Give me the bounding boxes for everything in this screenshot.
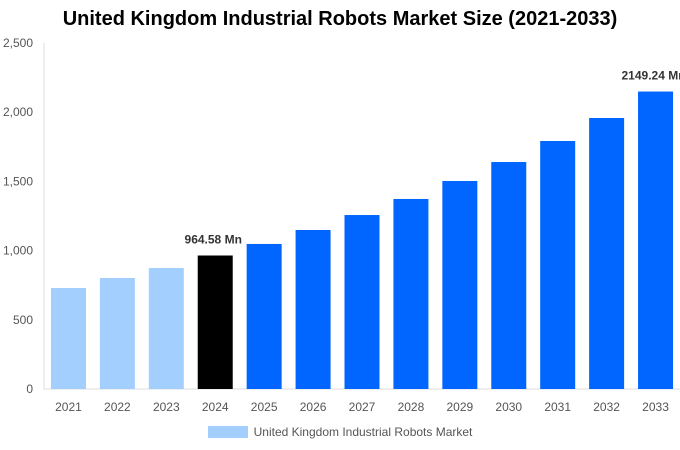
- x-tick-label: 2026: [300, 400, 327, 414]
- bar-2031: [540, 140, 576, 389]
- data-label: 2149.24 Mn: [622, 69, 680, 83]
- x-tick-label: 2024: [202, 400, 229, 414]
- bar-2026: [295, 229, 331, 389]
- bar-2029: [442, 180, 478, 389]
- bar-2028: [393, 198, 429, 389]
- chart-title: United Kingdom Industrial Robots Market …: [62, 8, 618, 30]
- y-tick-label: 2,000: [3, 105, 33, 119]
- y-tick-label: 2,500: [3, 36, 33, 50]
- x-tick-label: 2023: [153, 400, 180, 414]
- bar-2033: [638, 91, 674, 390]
- x-tick-label: 2032: [593, 400, 620, 414]
- y-tick-label: 1,000: [3, 244, 33, 258]
- x-tick-label: 2022: [104, 400, 131, 414]
- x-tick-label: 2033: [642, 400, 669, 414]
- bar-2027: [344, 215, 380, 389]
- bar-chart: 0 500 1,000 1,500 2,000 2,500 2021 2022 2023 2024…: [3, 36, 680, 414]
- bar-2023: [148, 268, 184, 389]
- y-tick-label: 0: [26, 382, 33, 396]
- bar-2022: [99, 278, 135, 389]
- bar-2021: [50, 287, 86, 389]
- legend: United Kingdom Industrial Robots Market: [0, 425, 680, 439]
- bar-2024: [197, 255, 233, 389]
- x-tick-label: 2027: [349, 400, 376, 414]
- bar-2030: [491, 162, 527, 389]
- x-tick-label: 2030: [495, 400, 522, 414]
- data-label: 964.58 Mn: [185, 233, 242, 247]
- bar-2032: [589, 118, 625, 389]
- x-tick-label: 2028: [398, 400, 425, 414]
- x-tick-label: 2025: [251, 400, 278, 414]
- x-tick-label: 2029: [446, 400, 473, 414]
- x-tick-label: 2031: [544, 400, 571, 414]
- y-tick-label: 500: [13, 313, 33, 327]
- legend-swatch: [207, 426, 248, 438]
- x-tick-label: 2021: [55, 400, 82, 414]
- legend-label: United Kingdom Industrial Robots Market: [253, 425, 473, 439]
- bar-2025: [246, 243, 282, 389]
- y-tick-label: 1,500: [3, 174, 33, 188]
